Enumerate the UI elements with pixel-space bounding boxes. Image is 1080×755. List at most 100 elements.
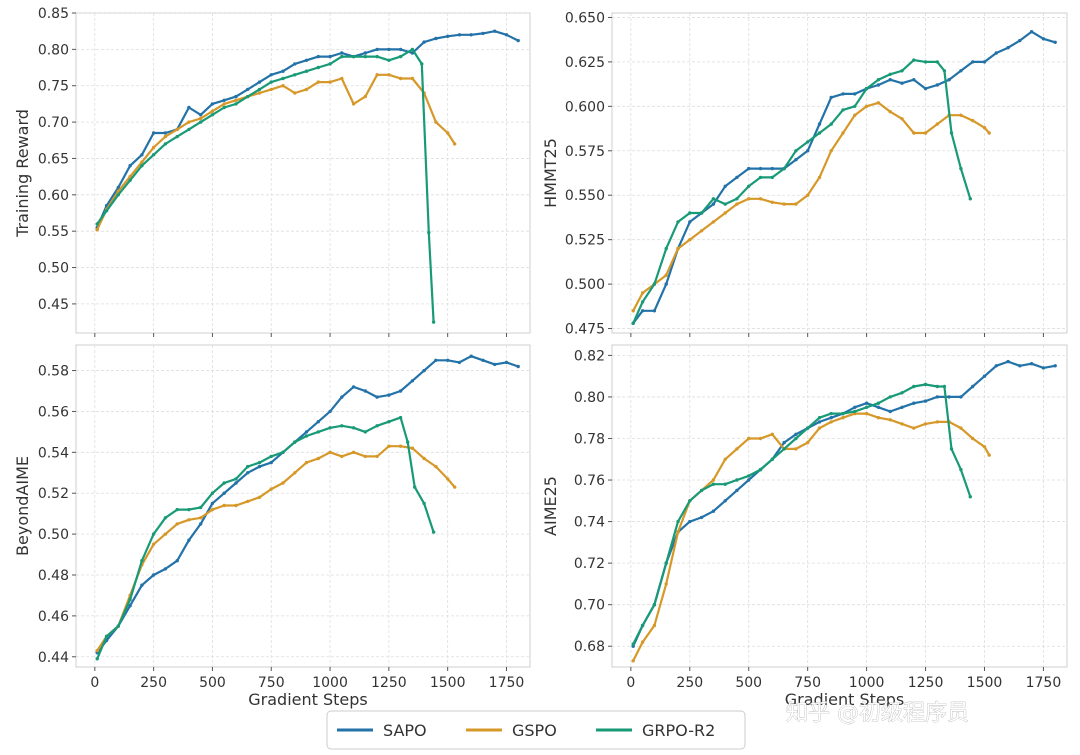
panel-beyondaime-xtick-label: 250 — [140, 675, 167, 691]
panel-beyondaime-series-sapo-point — [410, 379, 415, 383]
panel-training-reward-series-grpo-r2-point — [116, 193, 121, 197]
panel-hmmt25-series-sapo-point — [806, 149, 810, 153]
panel-hmmt25-series-gspo-point — [806, 193, 810, 197]
panel-training-reward-series-grpo-r2-point — [375, 54, 379, 59]
panel-aime25-series-sapo-point — [888, 409, 892, 414]
panel-hmmt25-series-gspo-point — [664, 273, 668, 277]
panel-hmmt25-series-grpo-r2-point — [923, 60, 928, 64]
panel-aime25-series-gspo-point — [923, 422, 928, 426]
panel-hmmt25-series-gspo-point — [888, 110, 892, 114]
panel-training-reward-series-grpo-r2-point — [316, 65, 320, 70]
panel-training-reward-ytick-label: 0.60 — [38, 188, 69, 204]
panel-beyondaime-series-sapo-point — [340, 395, 344, 399]
panel-beyondaime-series-grpo-r2-point — [210, 491, 215, 495]
panel-beyondaime-series-grpo-r2-point — [387, 420, 391, 424]
panel-aime25-xtick-label: 1500 — [967, 675, 1003, 691]
panel-aime25-xlabel: Gradient Steps — [785, 690, 905, 709]
panel-training-reward-series-gspo-point — [340, 76, 344, 81]
panel-hmmt25-series-gspo-point — [935, 122, 939, 126]
panel-beyondaime-series-grpo-r2-point — [128, 597, 132, 602]
panel-hmmt25-series-grpo-r2-point — [853, 104, 857, 109]
panel-beyondaime-series-grpo-r2-point — [304, 434, 309, 438]
panel-beyondaime-series-grpo-r2-point — [406, 440, 410, 444]
panel-hmmt25-series-grpo-r2-point — [758, 175, 763, 180]
panel-aime25-series-sapo-point — [723, 499, 727, 503]
panel-beyondaime-series-grpo-r2-point — [246, 464, 250, 469]
panel-training-reward-series-grpo-r2-point — [175, 134, 179, 139]
panel-aime25-series-grpo-r2-point — [747, 474, 751, 478]
panel-beyondaime-series-gspo-line — [96, 445, 456, 652]
panel-aime25-series-sapo-point — [747, 478, 751, 482]
panel-beyondaime-series-grpo-r2-point — [175, 507, 179, 512]
panel-beyondaime-series-grpo-r2-point — [398, 415, 403, 420]
panel-beyondaime-series-grpo-r2-point — [116, 624, 121, 628]
panel-training-reward-series-gspo-point — [293, 91, 297, 95]
panel-beyondaime-series-gspo-point — [163, 532, 168, 536]
panel-beyondaime-series-grpo-r2-point — [199, 505, 203, 510]
panel-aime25-series-sapo-point — [817, 420, 822, 424]
panel-beyondaime: 0 250 500 750 1000 1250 1500 1750 0.44 0.46 0.48 0.… — [13, 344, 531, 709]
panel-aime25-ytick-label: 0.72 — [574, 556, 605, 572]
panel-beyondaime-series-gspo-point — [234, 503, 238, 508]
panel-training-reward-series-grpo-r2-point — [163, 142, 168, 146]
panel-beyondaime-series-grpo-r2-point — [413, 485, 417, 489]
panel-hmmt25-series-sapo-point — [912, 78, 916, 82]
panel-beyondaime-series-grpo-r2-point — [151, 532, 156, 536]
panel-aime25-series-sapo-point — [900, 405, 904, 409]
panel-hmmt25-series-grpo-r2-point — [747, 184, 751, 188]
panel-hmmt25-series-grpo-r2-point — [640, 300, 645, 304]
panel-aime25-series-gspo-point — [631, 659, 635, 663]
panel-training-reward-series-gspo-point — [175, 127, 179, 132]
panel-hmmt25-series-gspo-point — [723, 211, 727, 215]
panel-hmmt25-series-sapo-point — [1053, 40, 1057, 44]
panel-aime25-series-grpo-r2-point — [876, 401, 881, 405]
panel-training-reward-series-sapo-point — [316, 54, 320, 59]
panel-training-reward-series-gspo-point — [257, 91, 262, 95]
panel-aime25-series-sapo-point — [947, 395, 951, 399]
panel-aime25-series-grpo-r2-point — [900, 391, 904, 395]
panel-beyondaime-series-sapo-point — [493, 362, 497, 367]
panel-aime25-series-sapo-point — [782, 440, 786, 445]
panel-beyondaime-series-gspo-point — [222, 503, 226, 508]
panel-aime25-series-gspo-point — [640, 640, 645, 644]
panel-hmmt25-ytick-label: 0.500 — [565, 277, 605, 293]
panel-training-reward-series-grpo-r2-point — [222, 105, 226, 110]
panel-beyondaime-series-gspo-point — [187, 518, 191, 522]
panel-beyondaime-ytick-label: 0.46 — [38, 609, 69, 625]
panel-beyondaime-series-sapo-point — [351, 385, 356, 389]
panel-training-reward-series-grpo-r2-point — [340, 54, 344, 59]
panel-beyondaime-series-grpo-r2-point — [187, 507, 191, 512]
panel-beyondaime-series-gspo-point — [453, 485, 457, 489]
panel-training-reward-series-gspo-point — [163, 134, 168, 139]
panel-hmmt25-series-grpo-r2-point — [688, 211, 692, 215]
panel-training-reward-series-sapo-point — [128, 164, 132, 168]
panel-beyondaime-series-grpo-r2-point — [316, 430, 320, 434]
panel-aime25-series-grpo-r2-point — [959, 467, 963, 472]
panel-hmmt25-series-sapo-point — [735, 175, 739, 180]
panel-hmmt25-series-sapo-point — [935, 83, 939, 87]
panel-training-reward-series-grpo-r2-point — [304, 69, 309, 73]
legend-label-gspo: GSPO — [512, 721, 557, 740]
panel-beyondaime-xtick-label: 750 — [258, 675, 285, 691]
panel-hmmt25-series-gspo-point — [982, 126, 987, 130]
panel-beyondaime-series-gspo-point — [328, 450, 332, 454]
panel-hmmt25-series-grpo-r2-point — [794, 149, 798, 153]
panel-aime25-ytick-label: 0.80 — [574, 390, 605, 406]
panel-hmmt25-frame — [611, 12, 1068, 334]
panel-aime25-series-sapo-point — [971, 384, 975, 389]
panel-training-reward-series-sapo-point — [246, 87, 250, 92]
panel-aime25-ytick-label: 0.74 — [574, 515, 605, 531]
panel-training-reward-frame — [75, 12, 531, 334]
panel-beyondaime-ytick-label: 0.50 — [38, 527, 69, 543]
panel-training-reward-series-grpo-r2-point — [431, 320, 436, 324]
panel-training-reward-series-grpo-r2-point — [199, 120, 203, 124]
panel-training-reward-series-sapo-point — [446, 34, 450, 38]
panel-beyondaime-series-grpo-r2-point — [328, 426, 332, 430]
panel-hmmt25-series-grpo-r2-point — [782, 166, 786, 171]
panel-beyondaime-xtick-label: 1750 — [489, 675, 525, 691]
panel-training-reward-ytick-label: 0.75 — [38, 79, 69, 95]
panel-hmmt25-series-gspo-point — [900, 117, 904, 121]
panel-training-reward-series-sapo-point — [481, 31, 485, 36]
panel-aime25-series-grpo-r2-point — [631, 642, 635, 646]
panel-aime25-xtick-label: 0 — [626, 675, 635, 691]
